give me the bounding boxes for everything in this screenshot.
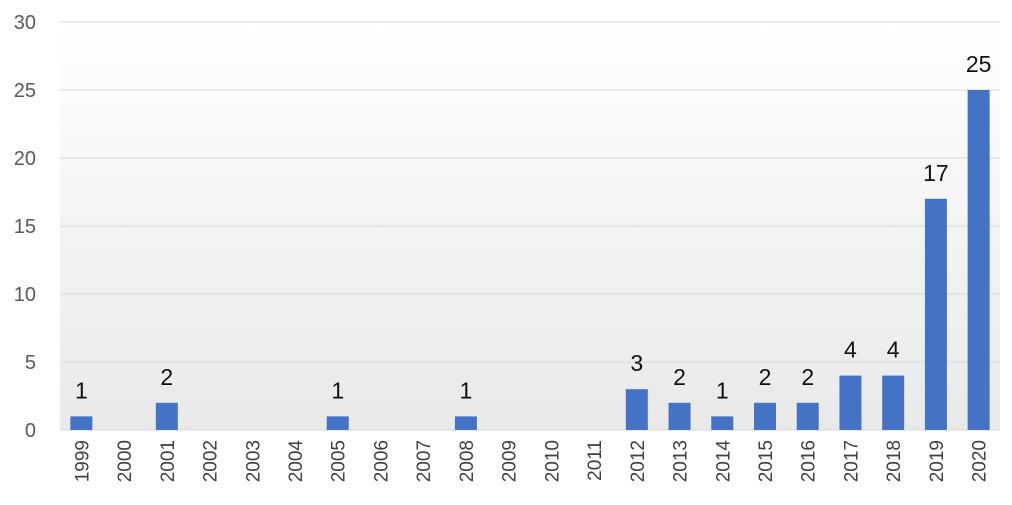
x-tick-label-2002: 2002 [201, 440, 222, 482]
bar-2001 [155, 402, 178, 430]
x-tick-label-2001: 2001 [158, 440, 179, 482]
x-axis: 1999 2000 2001 2002 2003 2004 2005 2006 2007 2008… [72, 440, 990, 483]
bar-1999 [70, 416, 93, 430]
data-label-2017: 4 [844, 337, 857, 363]
bar-2005 [326, 416, 349, 430]
bar-2012 [625, 389, 648, 430]
y-tick-label: 20 [14, 148, 36, 170]
bar-2015 [754, 402, 776, 430]
x-tick-label-2020: 2020 [970, 440, 991, 482]
bar-2017 [839, 375, 862, 430]
data-label-2013: 2 [673, 364, 686, 390]
bar-2020 [967, 90, 990, 430]
data-label-2015: 2 [759, 364, 772, 390]
data-label-2020: 25 [966, 51, 992, 77]
data-label-1999: 1 [75, 377, 88, 403]
bars [70, 90, 990, 430]
bar-2019 [924, 198, 947, 430]
x-tick-label-2007: 2007 [414, 440, 435, 482]
x-tick-label-2009: 2009 [500, 440, 521, 482]
data-label-2014: 1 [716, 377, 729, 403]
x-tick-label-2013: 2013 [671, 440, 692, 482]
x-tick-label-2015: 2015 [756, 440, 777, 482]
data-label-2001: 2 [160, 364, 173, 390]
x-tick-label-2000: 2000 [115, 440, 136, 482]
x-tick-label-2010: 2010 [542, 440, 563, 482]
x-tick-label-2008: 2008 [457, 440, 478, 482]
bar-2013 [668, 402, 691, 430]
x-tick-label-2006: 2006 [371, 440, 392, 482]
data-label-2018: 4 [887, 337, 900, 363]
bar-2016 [796, 402, 819, 430]
x-tick-label-2004: 2004 [286, 440, 307, 483]
x-tick-label-1999: 1999 [72, 440, 93, 482]
data-label-2005: 1 [331, 377, 344, 403]
bar-2018 [882, 375, 905, 430]
bar-2014 [711, 416, 734, 430]
x-tick-label-2016: 2016 [799, 440, 820, 482]
y-tick-label: 15 [14, 216, 36, 238]
x-tick-label-2003: 2003 [243, 440, 264, 482]
x-tick-label-2018: 2018 [884, 440, 905, 482]
y-tick-label: 5 [25, 352, 36, 374]
bar-2008 [454, 416, 477, 430]
x-tick-label-2005: 2005 [329, 440, 350, 482]
x-tick-label-2014: 2014 [713, 440, 734, 483]
data-label-2016: 2 [801, 364, 814, 390]
y-tick-label: 25 [14, 80, 36, 102]
x-tick-label-2017: 2017 [841, 440, 862, 482]
gridlines [60, 21, 1000, 431]
x-tick-label-2011: 2011 [585, 440, 606, 481]
y-axis: 0 5 10 15 20 25 30 [14, 12, 36, 442]
x-tick-label-2012: 2012 [628, 440, 649, 482]
data-labels: 1 2 1 1 3 2 1 2 2 4 4 17 25 [75, 51, 991, 403]
data-label-2008: 1 [460, 377, 473, 403]
y-tick-label: 30 [14, 12, 36, 34]
x-tick-label-2019: 2019 [927, 440, 948, 482]
y-tick-label: 0 [25, 420, 36, 442]
data-label-2012: 3 [630, 350, 643, 376]
y-tick-label: 10 [14, 284, 36, 306]
data-label-2019: 17 [923, 160, 949, 186]
